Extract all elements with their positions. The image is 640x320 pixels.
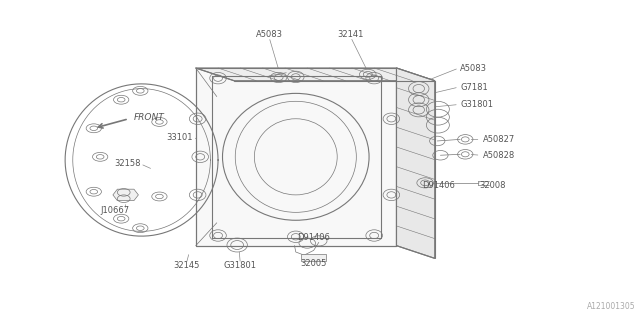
Text: 32145: 32145 [173,261,200,270]
Text: 32005: 32005 [300,259,327,268]
Polygon shape [113,189,138,201]
Text: A50828: A50828 [483,151,515,160]
Text: 32158: 32158 [114,159,140,168]
Text: A50827: A50827 [483,135,515,144]
Text: 32141: 32141 [337,30,364,39]
Text: G31801: G31801 [224,261,257,270]
Text: A5083: A5083 [255,30,282,39]
Text: A121001305: A121001305 [587,302,636,311]
Text: J10667: J10667 [100,206,129,215]
Text: G7181: G7181 [460,83,488,92]
Polygon shape [396,68,435,258]
Text: D91406: D91406 [422,181,455,190]
Polygon shape [196,68,435,81]
Text: A5083: A5083 [460,63,487,73]
Text: 32008: 32008 [479,181,506,190]
Text: 33101: 33101 [166,133,193,142]
Polygon shape [196,68,396,246]
Polygon shape [301,253,326,261]
Text: D91406: D91406 [297,233,330,242]
Text: G31801: G31801 [460,100,493,109]
Text: FRONT: FRONT [133,113,164,122]
